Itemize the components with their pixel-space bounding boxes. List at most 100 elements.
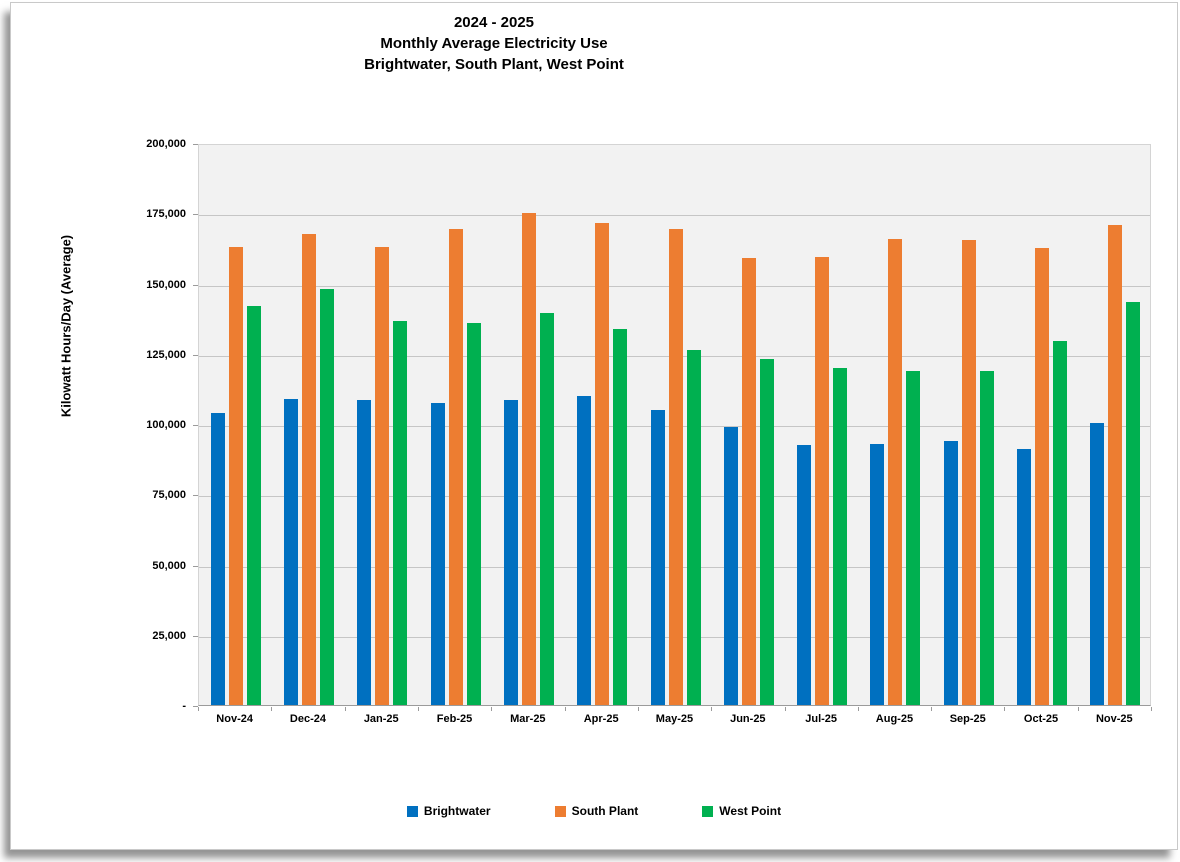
bar-brightwater-nov-25 bbox=[1090, 422, 1105, 705]
x-axis-label-nov-24: Nov-24 bbox=[216, 713, 253, 725]
legend: Brightwater South Plant West Point bbox=[11, 804, 1177, 818]
x-axis-label-dec-24: Dec-24 bbox=[289, 713, 326, 725]
chart-page: 2024 - 2025 Monthly Average Electricity … bbox=[10, 2, 1178, 850]
x-tick-mark bbox=[857, 707, 859, 711]
y-tick-mark bbox=[193, 706, 198, 707]
y-tick-mark bbox=[193, 144, 198, 145]
bar-west-point-oct-25 bbox=[1053, 341, 1067, 705]
legend-label: South Plant bbox=[571, 804, 639, 818]
x-axis-label-sep-25: Sep-25 bbox=[949, 713, 986, 725]
x-tick-mark bbox=[564, 707, 566, 711]
x-axis-label-nov-25: Nov-25 bbox=[1095, 713, 1133, 725]
bar-south-plant-apr-25 bbox=[595, 223, 610, 705]
bar-south-plant-oct-25 bbox=[1035, 248, 1049, 705]
bar-brightwater-jul-25 bbox=[797, 445, 812, 705]
bar-west-point-mar-25 bbox=[539, 313, 554, 705]
x-axis-label-mar-25: Mar-25 bbox=[510, 713, 546, 725]
legend-item-south-plant: South Plant bbox=[554, 804, 639, 818]
x-tick-mark bbox=[711, 707, 713, 711]
bar-south-plant-feb-25 bbox=[448, 228, 463, 705]
bar-brightwater-oct-25 bbox=[1017, 449, 1031, 705]
x-tick-mark bbox=[931, 707, 933, 711]
bar-west-point-nov-25 bbox=[1126, 301, 1141, 705]
chart-title-line-3: Brightwater, South Plant, West Point bbox=[364, 56, 624, 73]
bar-west-point-feb-25 bbox=[466, 322, 481, 705]
legend-swatch-icon bbox=[702, 805, 714, 817]
plot-area bbox=[198, 144, 1151, 706]
x-axis-label-may-25: May-25 bbox=[655, 713, 694, 725]
x-tick-mark bbox=[271, 707, 273, 711]
chart-title-line-2: Monthly Average Electricity Use bbox=[380, 35, 608, 52]
bar-brightwater-jun-25 bbox=[723, 426, 738, 705]
bar-south-plant-aug-25 bbox=[888, 238, 903, 705]
y-tick-mark bbox=[193, 495, 198, 497]
x-tick-mark bbox=[637, 707, 639, 711]
bar-west-point-dec-24 bbox=[320, 289, 334, 705]
legend-swatch-icon bbox=[554, 805, 566, 817]
bar-west-point-sep-25 bbox=[979, 370, 994, 705]
legend-item-west-point: West Point bbox=[702, 804, 781, 818]
bar-brightwater-sep-25 bbox=[943, 440, 958, 705]
bar-brightwater-mar-25 bbox=[503, 400, 518, 705]
bar-brightwater-apr-25 bbox=[577, 395, 592, 705]
x-tick-mark bbox=[784, 707, 786, 711]
y-tick-label: 175,000 bbox=[146, 208, 186, 221]
bar-south-plant-nov-24 bbox=[228, 247, 243, 705]
gridline bbox=[199, 215, 1150, 217]
bar-west-point-jan-25 bbox=[393, 321, 408, 705]
y-tick-mark bbox=[193, 425, 198, 426]
bar-south-plant-jun-25 bbox=[741, 258, 756, 705]
bar-brightwater-jan-25 bbox=[357, 400, 372, 705]
x-axis-label-aug-25: Aug-25 bbox=[875, 713, 914, 725]
x-tick-mark bbox=[198, 707, 199, 711]
x-tick-mark bbox=[1077, 707, 1079, 711]
legend-label: Brightwater bbox=[423, 804, 491, 818]
x-axis-label-apr-25: Apr-25 bbox=[583, 713, 619, 725]
y-tick-label: 150,000 bbox=[146, 278, 186, 291]
y-tick-mark bbox=[193, 565, 198, 567]
x-axis-label-jan-25: Jan-25 bbox=[363, 713, 399, 725]
y-tick-mark bbox=[193, 284, 198, 286]
chart-title: 2024 - 2025 Monthly Average Electricity … bbox=[364, 12, 624, 75]
x-tick-mark bbox=[1151, 707, 1152, 711]
bar-south-plant-dec-24 bbox=[302, 234, 316, 705]
bar-south-plant-may-25 bbox=[668, 228, 683, 705]
bar-south-plant-sep-25 bbox=[961, 239, 976, 705]
x-axis-label-feb-25: Feb-25 bbox=[436, 713, 473, 725]
y-tick-label: 25,000 bbox=[152, 629, 186, 642]
y-tick-label: 200,000 bbox=[146, 138, 186, 150]
y-tick-label: 50,000 bbox=[152, 559, 186, 572]
y-tick-mark bbox=[193, 354, 198, 356]
bar-brightwater-nov-24 bbox=[210, 412, 225, 705]
bar-brightwater-dec-24 bbox=[284, 398, 298, 705]
bar-west-point-may-25 bbox=[686, 349, 701, 705]
bar-south-plant-mar-25 bbox=[521, 213, 536, 705]
bar-brightwater-may-25 bbox=[650, 409, 665, 705]
bar-west-point-jun-25 bbox=[759, 359, 774, 705]
bar-brightwater-aug-25 bbox=[870, 443, 885, 705]
y-tick-label: 125,000 bbox=[146, 348, 186, 361]
x-axis-label-jul-25: Jul-25 bbox=[805, 713, 838, 725]
bar-south-plant-jan-25 bbox=[375, 247, 390, 705]
bar-south-plant-jul-25 bbox=[815, 256, 830, 705]
bar-west-point-aug-25 bbox=[906, 370, 921, 705]
y-tick-mark bbox=[193, 635, 198, 637]
bar-south-plant-nov-25 bbox=[1108, 224, 1123, 705]
y-tick-label: 75,000 bbox=[152, 489, 186, 502]
legend-item-brightwater: Brightwater bbox=[406, 804, 491, 818]
bar-brightwater-feb-25 bbox=[430, 402, 445, 705]
y-tick-label: - bbox=[182, 700, 186, 712]
legend-swatch-icon bbox=[406, 805, 418, 817]
x-tick-mark bbox=[344, 707, 346, 711]
bar-west-point-apr-25 bbox=[613, 328, 628, 705]
chart-title-line-1: 2024 - 2025 bbox=[453, 14, 535, 31]
y-axis-title: Kilowatt Hours/Day (Average) bbox=[58, 234, 74, 418]
legend-label: West Point bbox=[719, 804, 782, 818]
bar-west-point-jul-25 bbox=[833, 367, 848, 705]
x-tick-mark bbox=[1004, 707, 1006, 711]
y-tick-label: 100,000 bbox=[146, 419, 186, 431]
x-tick-mark bbox=[417, 707, 419, 711]
x-axis-label-oct-25: Oct-25 bbox=[1023, 713, 1059, 725]
bar-west-point-nov-24 bbox=[246, 306, 261, 705]
x-tick-mark bbox=[491, 707, 493, 711]
